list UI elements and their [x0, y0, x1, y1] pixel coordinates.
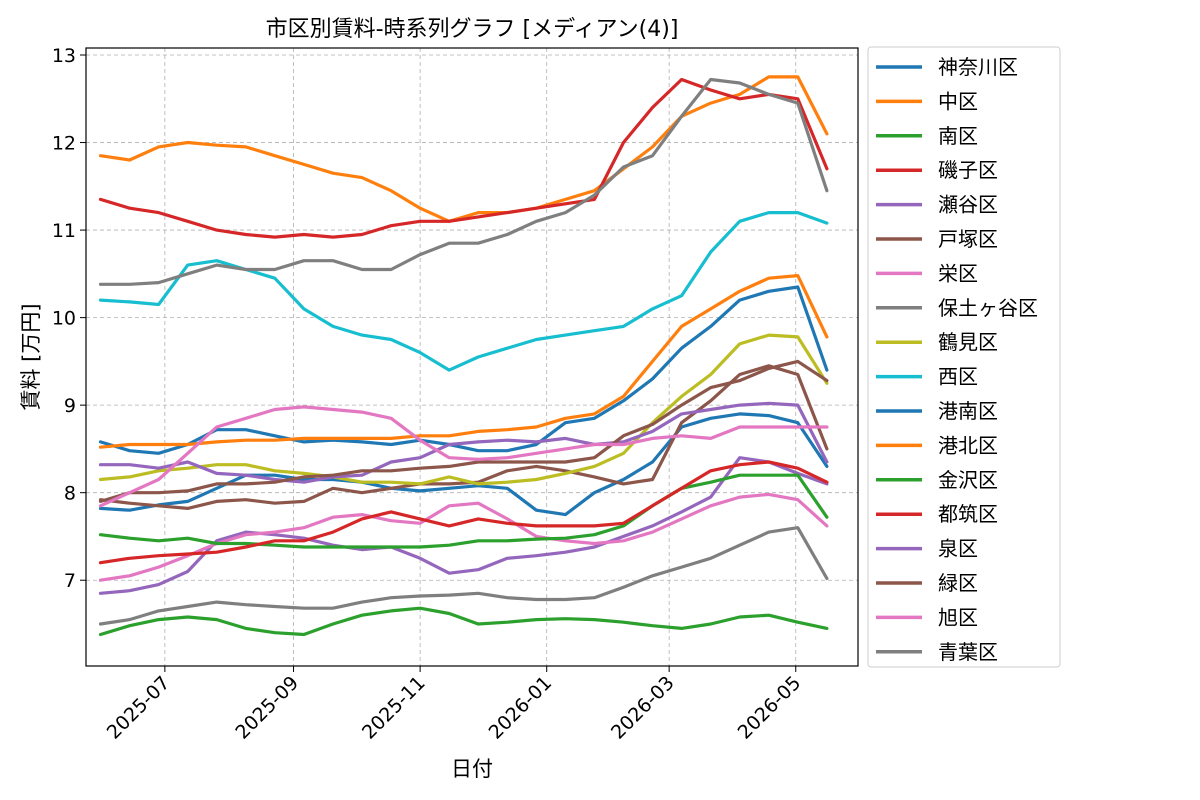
legend-label: 戸塚区	[938, 227, 998, 251]
y-tick-label: 13	[52, 45, 76, 67]
legend-frame	[867, 46, 1061, 668]
y-tick-label: 7	[64, 570, 76, 592]
legend-label: 鶴見区	[938, 330, 998, 354]
series-lines	[98, 75, 829, 637]
series-line-16	[98, 405, 829, 508]
legend-label: 金沢区	[938, 468, 998, 492]
legend-label: 青葉区	[938, 640, 998, 664]
y-axis-ticks: 7 8 9 10 11 12 13	[52, 45, 86, 592]
series-line-1	[98, 75, 829, 223]
legend-label: 中区	[938, 89, 978, 113]
series-line-10	[98, 285, 829, 455]
x-axis-title: 日付	[451, 757, 493, 781]
y-tick-label: 10	[52, 308, 76, 330]
legend-label: 栄区	[938, 261, 978, 285]
series-line-3	[98, 77, 829, 239]
series-line-14	[98, 401, 829, 484]
plot-frame	[85, 47, 859, 667]
series-line-12	[98, 473, 829, 549]
legend-label: 緑区	[938, 571, 978, 595]
chart-title: 市区別賃料-時系列グラフ [メディアン(4)]	[266, 17, 679, 42]
legend-label: 港南区	[938, 399, 998, 423]
series-line-13	[98, 460, 829, 565]
legend-label: 磯子区	[938, 158, 998, 182]
series-line-2	[98, 606, 829, 637]
legend: 神奈川区中区南区磯子区瀬谷区戸塚区栄区保土ヶ谷区鶴見区西区港南区港北区金沢区都筑…	[867, 46, 1061, 668]
series-line-0	[98, 412, 829, 517]
series-line-9	[98, 211, 829, 372]
series-line-7	[98, 526, 829, 626]
y-tick-label: 11	[52, 220, 76, 242]
series-line-5	[98, 364, 829, 510]
legend-label: 港北区	[938, 433, 998, 457]
series-line-17	[98, 77, 829, 286]
legend-label: 神奈川区	[938, 55, 1018, 79]
series-line-4	[98, 456, 829, 595]
legend-label: 泉区	[938, 537, 978, 561]
legend-label: 保土ヶ谷区	[938, 296, 1038, 320]
legend-label: 西区	[938, 365, 978, 389]
legend-label: 瀬谷区	[938, 193, 998, 217]
y-tick-label: 8	[64, 483, 76, 505]
series-line-8	[98, 333, 829, 486]
y-axis-title: 賃料 [万円]	[19, 303, 43, 410]
legend-label: 都筑区	[938, 502, 998, 526]
y-tick-label: 9	[64, 395, 76, 417]
series-line-15	[98, 359, 829, 503]
y-tick-label: 12	[52, 133, 76, 155]
series-line-11	[98, 274, 829, 449]
legend-label: 旭区	[938, 605, 978, 629]
legend-label: 南区	[938, 124, 978, 148]
